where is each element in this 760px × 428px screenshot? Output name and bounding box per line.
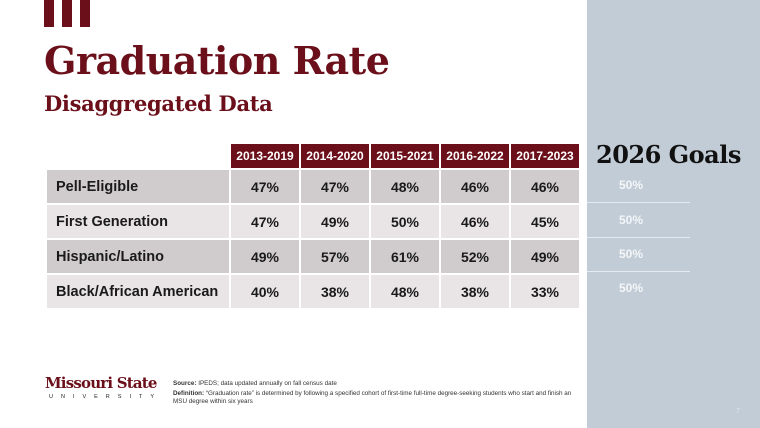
goal-value: 50% bbox=[619, 178, 644, 192]
goals-side-panel bbox=[587, 0, 760, 428]
table-header-row: 2013-2019 2014-2020 2015-2021 2016-2022 … bbox=[47, 144, 579, 169]
logo-name: Missouri State bbox=[45, 374, 157, 392]
table-cell: 57% bbox=[299, 238, 370, 274]
table-cell: 47% bbox=[229, 168, 300, 204]
table-cell: 48% bbox=[369, 273, 440, 308]
brand-bars-icon bbox=[44, 0, 96, 27]
table-cell: 46% bbox=[509, 168, 579, 204]
goals-title: 2026 Goals bbox=[596, 140, 741, 169]
goal-item: 50% bbox=[587, 237, 690, 272]
table-cell: 33% bbox=[509, 273, 579, 308]
source-note: Source: IPEDS; data updated annually on … bbox=[173, 380, 573, 408]
table-cell: 45% bbox=[509, 203, 579, 239]
goal-value: 50% bbox=[619, 247, 644, 261]
header-blank-cell bbox=[47, 144, 230, 169]
goal-item: 50% bbox=[587, 168, 690, 203]
table-cell: 38% bbox=[439, 273, 510, 308]
table-cell: 61% bbox=[369, 238, 440, 274]
logo-subtitle: UNIVERSITY bbox=[49, 394, 163, 400]
column-header: 2014-2020 bbox=[299, 144, 370, 169]
column-header: 2015-2021 bbox=[369, 144, 440, 169]
slide-title: Graduation Rate bbox=[44, 38, 390, 83]
table-cell: 49% bbox=[299, 203, 370, 239]
page-number: 7 bbox=[736, 408, 740, 415]
table-cell: 50% bbox=[369, 203, 440, 239]
university-logo: Missouri State UNIVERSITY bbox=[45, 374, 163, 401]
table-cell: 47% bbox=[299, 168, 370, 204]
table-cell: 46% bbox=[439, 168, 510, 204]
goal-value: 50% bbox=[619, 213, 644, 227]
goal-value: 50% bbox=[619, 281, 644, 295]
table-cell: 46% bbox=[439, 203, 510, 239]
row-label: Black/African American bbox=[47, 273, 230, 308]
table-cell: 47% bbox=[229, 203, 300, 239]
table-cell: 49% bbox=[229, 238, 300, 274]
column-header: 2013-2019 bbox=[229, 144, 300, 169]
column-header: 2016-2022 bbox=[439, 144, 510, 169]
table-row: Hispanic/Latino 49% 57% 61% 52% 49% bbox=[47, 238, 579, 274]
table-cell: 48% bbox=[369, 168, 440, 204]
definition-label: Definition: bbox=[173, 389, 205, 397]
table-cell: 40% bbox=[229, 273, 300, 308]
row-label: First Generation bbox=[47, 203, 230, 239]
row-label: Pell-Eligible bbox=[47, 168, 230, 204]
table-cell: 49% bbox=[509, 238, 579, 274]
goal-item: 50% bbox=[587, 271, 690, 305]
table-cell: 38% bbox=[299, 273, 370, 308]
row-label: Hispanic/Latino bbox=[47, 238, 230, 274]
graduation-rate-table: 2013-2019 2014-2020 2015-2021 2016-2022 … bbox=[47, 144, 579, 308]
table-row: First Generation 47% 49% 50% 46% 45% bbox=[47, 203, 579, 239]
column-header: 2017-2023 bbox=[509, 144, 579, 169]
table-cell: 52% bbox=[439, 238, 510, 274]
goal-item: 50% bbox=[587, 203, 690, 238]
definition-text: “Graduation rate” is determined by follo… bbox=[173, 389, 572, 406]
table-row: Pell-Eligible 47% 47% 48% 46% 46% bbox=[47, 168, 579, 204]
source-text: IPEDS; data updated annually on fall cen… bbox=[198, 380, 337, 387]
table-row: Black/African American 40% 38% 48% 38% 3… bbox=[47, 273, 579, 308]
source-label: Source: bbox=[173, 380, 197, 387]
slide-subtitle: Disaggregated Data bbox=[44, 91, 273, 116]
